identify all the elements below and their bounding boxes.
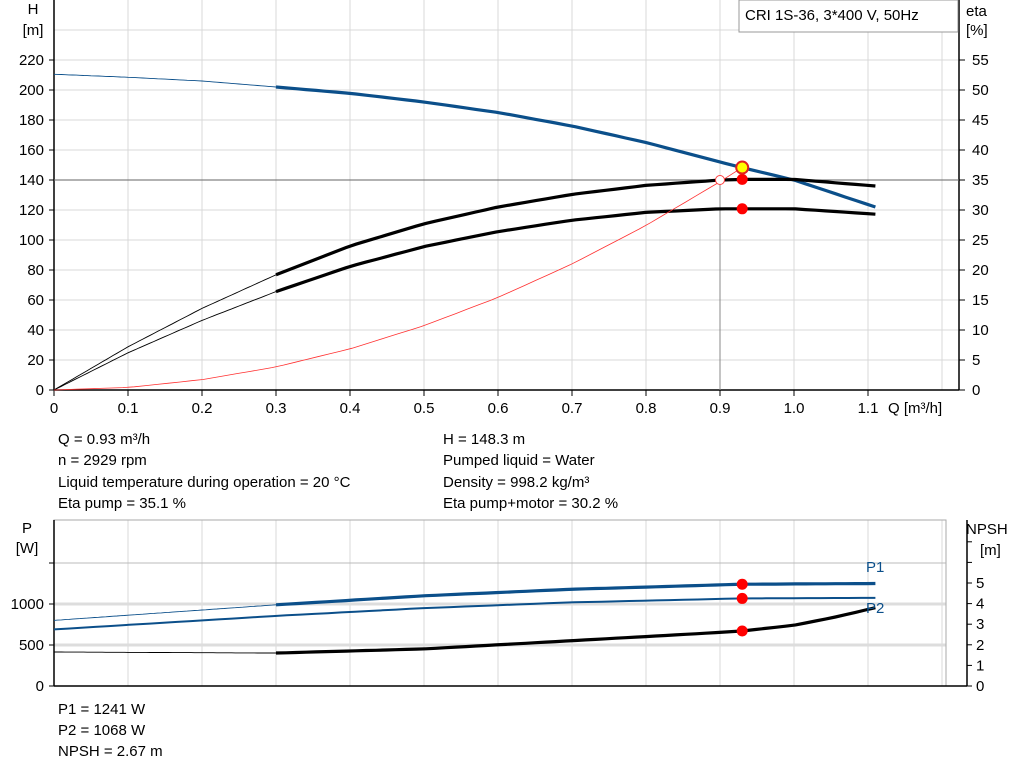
info-eta-total: Eta pump+motor = 30.2 %: [443, 495, 619, 512]
info-p2: P2 = 1068 W: [58, 722, 146, 739]
y2-tick-label: 10: [972, 322, 989, 339]
y2-tick-label: 4: [976, 596, 984, 613]
y-tick-label: 0: [36, 382, 44, 399]
p1-curve-thin: [53, 604, 277, 621]
info-eta-pump: Eta pump = 35.1 %: [58, 495, 186, 512]
x-tick-label: 0.4: [340, 400, 361, 417]
y2-tick-label: 0: [976, 678, 984, 695]
y-tick-label: 1000: [11, 596, 44, 613]
y-tick-label: 0: [36, 678, 44, 695]
info-speed: n = 2929 rpm: [58, 452, 147, 469]
system-curve: [53, 167, 743, 391]
y-axis-label: P: [22, 520, 32, 537]
y2-tick-label: 20: [972, 262, 989, 279]
y-axis-unit: [m]: [23, 22, 44, 39]
chart-title: CRI 1S-36, 3*400 V, 50Hz: [745, 7, 919, 24]
info-temperature: Liquid temperature during operation = 20…: [58, 474, 351, 491]
info-npsh: NPSH = 2.67 m: [58, 743, 163, 760]
y-tick-label: 160: [19, 142, 44, 159]
y2-tick-label: 1: [976, 657, 984, 674]
y2-tick-label: 30: [972, 202, 989, 219]
y2-tick-label: 3: [976, 616, 984, 633]
y2-axis-unit: [m]: [980, 542, 1001, 559]
x-tick-label: 0: [50, 400, 58, 417]
reference-point: [715, 175, 725, 185]
x-tick-label: 0.6: [488, 400, 509, 417]
y2-tick-label: 50: [972, 82, 989, 99]
eta-total-curve: [275, 207, 876, 294]
x-tick-label: 0.3: [266, 400, 287, 417]
npsh-curve: [275, 606, 876, 655]
eta-pump-curve: [275, 177, 876, 277]
y-axis-label: H: [28, 1, 39, 18]
eta-pump-point: [736, 173, 748, 185]
y-tick-label: 200: [19, 82, 44, 99]
y2-axis-label: NPSH: [966, 521, 1008, 538]
head-curve: [275, 85, 876, 209]
x-tick-label: 1.1: [858, 400, 879, 417]
info-p1: P1 = 1241 W: [58, 701, 146, 718]
y-tick-label: 60: [27, 292, 44, 309]
p1-label: P1: [866, 559, 884, 576]
y2-tick-label: 15: [972, 292, 989, 309]
x-tick-label: 0.2: [192, 400, 213, 417]
duty-point: [735, 160, 750, 175]
info-density: Density = 998.2 kg/m³: [443, 474, 590, 491]
y-tick-label: 220: [19, 52, 44, 69]
y2-tick-label: 5: [972, 352, 980, 369]
operating-point: [736, 625, 748, 637]
x-tick-label: 0.7: [562, 400, 583, 417]
y2-tick-label: 25: [972, 232, 989, 249]
y2-tick-label: 45: [972, 112, 989, 129]
x-axis-label: Q [m³/h]: [888, 400, 942, 417]
x-tick-label: 0.1: [118, 400, 139, 417]
y2-axis-unit: [%]: [966, 22, 988, 39]
y-tick-label: 180: [19, 112, 44, 129]
eta-total-point: [736, 203, 748, 215]
y-tick-label: 140: [19, 172, 44, 189]
info-flow: Q = 0.93 m³/h: [58, 431, 151, 448]
x-tick-label: 1.0: [784, 400, 805, 417]
p2-label: P2: [866, 600, 884, 617]
y-axis-unit: [W]: [16, 540, 39, 557]
y2-tick-label: 40: [972, 142, 989, 159]
p1-curve: [275, 581, 876, 607]
y-tick-label: 500: [19, 637, 44, 654]
title-box: [738, 0, 959, 33]
y-tick-label: 100: [19, 232, 44, 249]
y2-tick-label: 5: [976, 575, 984, 592]
y-tick-label: 120: [19, 202, 44, 219]
y-tick-label: 20: [27, 352, 44, 369]
y2-tick-label: 2: [976, 637, 984, 654]
y2-tick-label: 0: [972, 382, 980, 399]
x-tick-label: 0.5: [414, 400, 435, 417]
eta-total-curve-thin: [53, 291, 277, 391]
y2-axis-label: eta: [966, 3, 988, 20]
head-curve-thin: [53, 73, 277, 88]
x-tick-label: 0.9: [710, 400, 731, 417]
y-tick-label: 80: [27, 262, 44, 279]
operating-point: [736, 592, 748, 604]
y2-tick-label: 55: [972, 52, 989, 69]
info-liquid: Pumped liquid = Water: [443, 452, 595, 469]
eta-pump-curve-thin: [53, 274, 277, 391]
y2-tick-label: 35: [972, 172, 989, 189]
npsh-curve-thin: [54, 651, 276, 654]
info-head: H = 148.3 m: [443, 431, 526, 448]
y-tick-label: 40: [27, 322, 44, 339]
x-tick-label: 0.8: [636, 400, 657, 417]
operating-point: [736, 578, 748, 590]
